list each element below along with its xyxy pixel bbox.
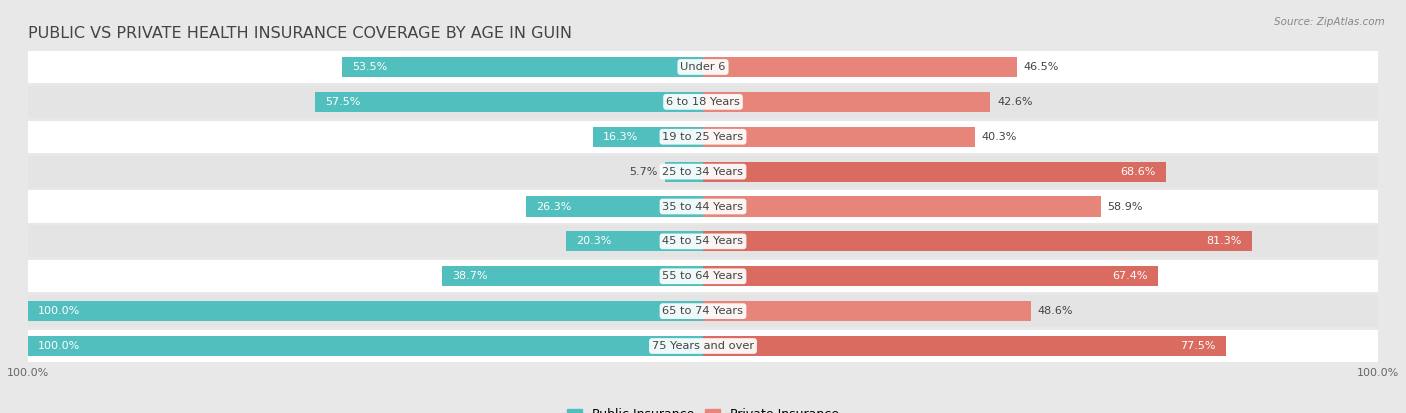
- Text: 75 Years and over: 75 Years and over: [652, 341, 754, 351]
- Bar: [703, 231, 1251, 252]
- Bar: [703, 301, 1031, 321]
- Text: 67.4%: 67.4%: [1112, 271, 1147, 281]
- Bar: [28, 51, 1378, 83]
- Text: 6 to 18 Years: 6 to 18 Years: [666, 97, 740, 107]
- Text: 16.3%: 16.3%: [603, 132, 638, 142]
- Bar: [28, 190, 1378, 223]
- Bar: [526, 197, 703, 216]
- Text: 58.9%: 58.9%: [1108, 202, 1143, 211]
- Text: 20.3%: 20.3%: [576, 236, 612, 247]
- Text: PUBLIC VS PRIVATE HEALTH INSURANCE COVERAGE BY AGE IN GUIN: PUBLIC VS PRIVATE HEALTH INSURANCE COVER…: [28, 26, 572, 41]
- Text: 65 to 74 Years: 65 to 74 Years: [662, 306, 744, 316]
- Text: 57.5%: 57.5%: [325, 97, 360, 107]
- Bar: [703, 57, 1017, 77]
- Text: Under 6: Under 6: [681, 62, 725, 72]
- Bar: [28, 121, 1378, 153]
- Text: 26.3%: 26.3%: [536, 202, 571, 211]
- Text: 19 to 25 Years: 19 to 25 Years: [662, 132, 744, 142]
- Legend: Public Insurance, Private Insurance: Public Insurance, Private Insurance: [562, 403, 844, 413]
- Text: 40.3%: 40.3%: [981, 132, 1017, 142]
- Text: 35 to 44 Years: 35 to 44 Years: [662, 202, 744, 211]
- Bar: [703, 197, 1101, 216]
- Bar: [567, 231, 703, 252]
- Bar: [703, 266, 1159, 286]
- Text: 100.0%: 100.0%: [38, 341, 80, 351]
- Bar: [593, 127, 703, 147]
- Bar: [28, 156, 1378, 188]
- Text: 53.5%: 53.5%: [352, 62, 387, 72]
- Text: 68.6%: 68.6%: [1121, 166, 1156, 177]
- Bar: [28, 330, 1378, 362]
- Text: 38.7%: 38.7%: [451, 271, 488, 281]
- Bar: [703, 127, 974, 147]
- Text: 48.6%: 48.6%: [1038, 306, 1073, 316]
- Text: 45 to 54 Years: 45 to 54 Years: [662, 236, 744, 247]
- Bar: [28, 225, 1378, 257]
- Bar: [315, 92, 703, 112]
- Bar: [703, 336, 1226, 356]
- Text: 100.0%: 100.0%: [38, 306, 80, 316]
- Bar: [28, 260, 1378, 292]
- Bar: [665, 161, 703, 182]
- Bar: [342, 57, 703, 77]
- Bar: [441, 266, 703, 286]
- Text: 25 to 34 Years: 25 to 34 Years: [662, 166, 744, 177]
- Bar: [28, 336, 703, 356]
- Text: 81.3%: 81.3%: [1206, 236, 1241, 247]
- Bar: [703, 161, 1166, 182]
- Text: Source: ZipAtlas.com: Source: ZipAtlas.com: [1274, 17, 1385, 26]
- Text: 46.5%: 46.5%: [1024, 62, 1059, 72]
- Bar: [28, 86, 1378, 118]
- Text: 5.7%: 5.7%: [630, 166, 658, 177]
- Bar: [703, 92, 990, 112]
- Bar: [28, 301, 703, 321]
- Text: 42.6%: 42.6%: [997, 97, 1033, 107]
- Text: 55 to 64 Years: 55 to 64 Years: [662, 271, 744, 281]
- Text: 77.5%: 77.5%: [1181, 341, 1216, 351]
- Bar: [28, 295, 1378, 327]
